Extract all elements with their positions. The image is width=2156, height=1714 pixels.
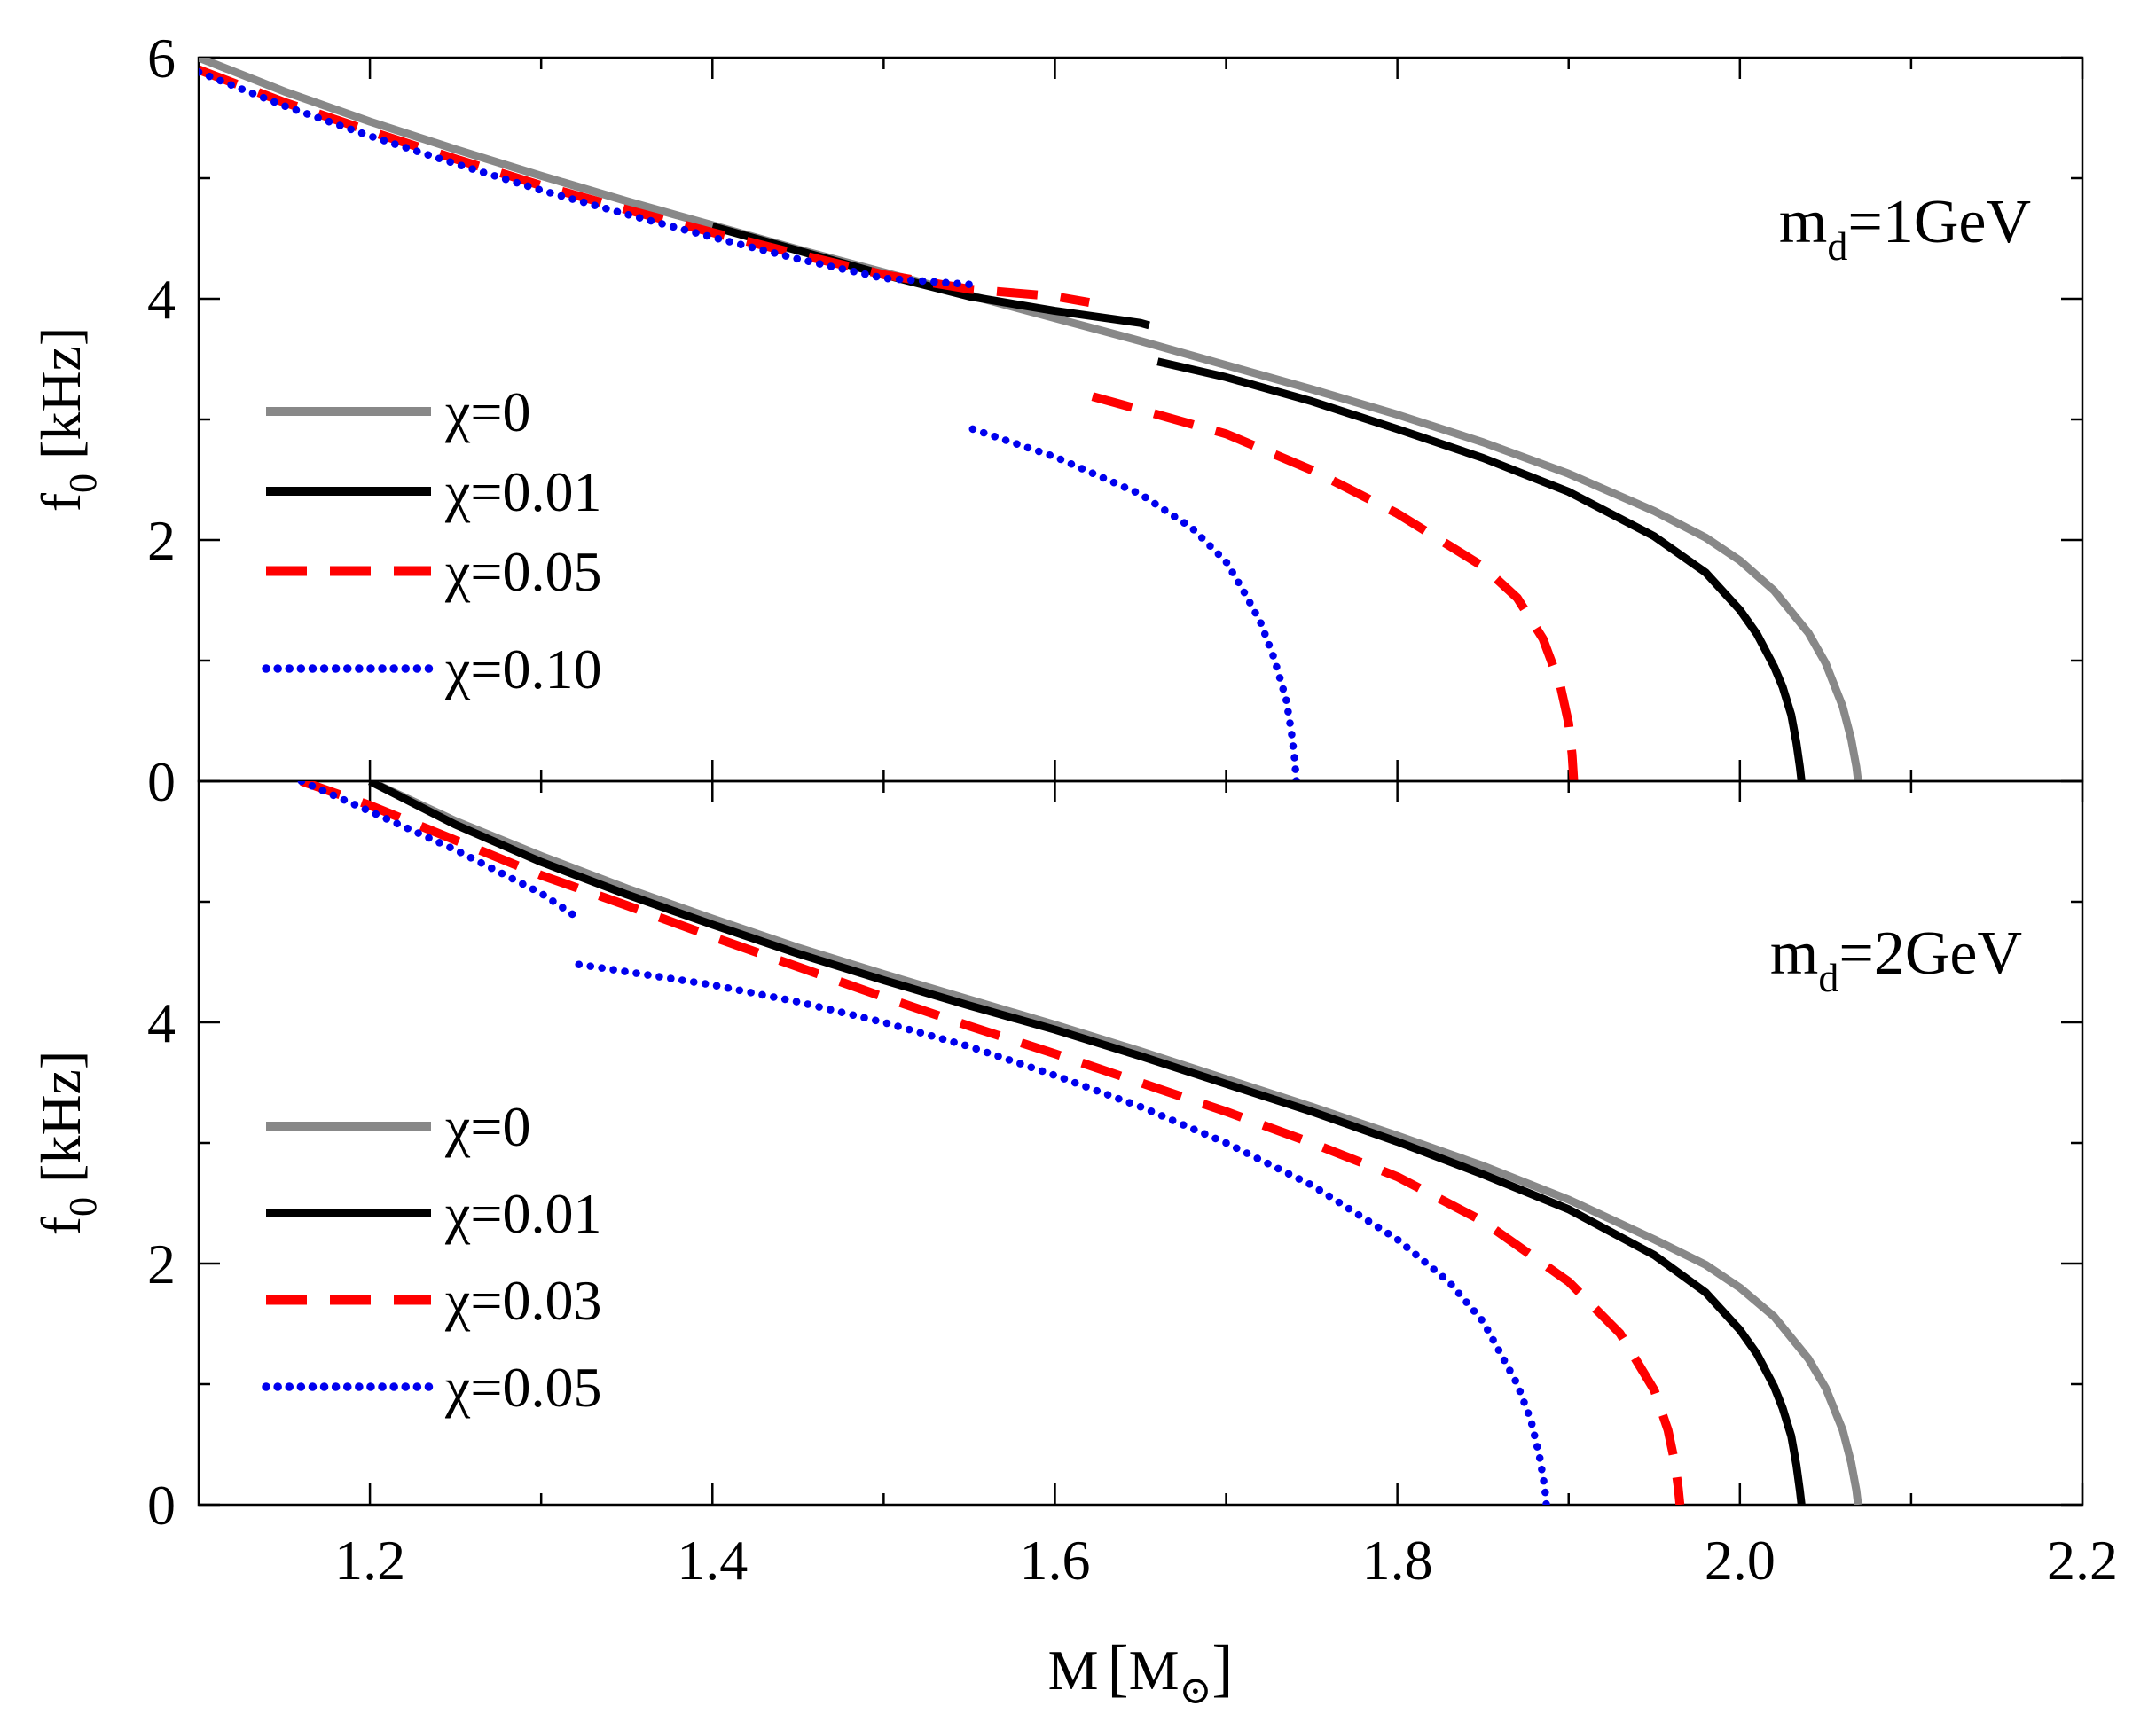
legend-label: χ=0.05 — [444, 1356, 602, 1419]
series-bottom — [297, 781, 1862, 1505]
series-line-solid — [1156, 357, 1806, 781]
y-tick-labels-bottom: 0 2 4 — [147, 991, 176, 1537]
legend-bottom: χ=0 χ=0.01 χ=0.03 χ=0.05 — [262, 1095, 602, 1419]
x-tick-label: 1.2 — [334, 1529, 405, 1592]
x-tick-label: 1.6 — [1019, 1529, 1090, 1592]
y-tick-label: 0 — [147, 750, 176, 813]
series-line-solid — [368, 781, 1862, 1505]
legend-label: χ=0.03 — [444, 1269, 602, 1332]
series-line-dashed — [1091, 392, 1579, 781]
y-tick-label: 6 — [147, 27, 176, 90]
y-tick-label: 4 — [147, 268, 176, 331]
legend-top: χ=0 χ=0.01 χ=0.05 χ=0.10 — [262, 380, 602, 700]
y-axis-title-top: f0 [kHz] — [29, 327, 105, 513]
y-tick-labels-top: 0 2 4 6 — [147, 27, 176, 813]
legend-label: χ=0.10 — [444, 638, 602, 700]
legend-label: χ=0 — [444, 380, 531, 443]
x-axis-title: M [M⊙] — [1048, 1632, 1234, 1712]
legend-label: χ=0.01 — [444, 460, 602, 523]
series-line-dotted — [575, 960, 1550, 1505]
x-tick-label: 2.0 — [1705, 1529, 1776, 1592]
series-top — [199, 58, 1862, 781]
series-line-dotted — [199, 68, 974, 288]
panel-md-2gev: 024 1.2 1.4 1.6 1.8 2.0 2.2 χ=0χ=0.01χ=0.03χ=… — [29, 779, 2118, 1712]
panel-label-top: md=1GeV — [1779, 188, 2031, 269]
panel-md-1gev: 0 2 4 6 χ=0 χ=0.01 χ=0.05 χ=0.10 md=1GeV f0 [k… — [29, 27, 2084, 813]
x-tick-label: 1.4 — [677, 1529, 748, 1592]
x-tick-labels: 1.2 1.4 1.6 1.8 2.0 2.2 — [334, 1529, 2118, 1592]
y-tick-label: 0 — [147, 1474, 176, 1537]
y-axis-title-bottom: f0 [kHz] — [29, 1051, 105, 1236]
tick-marks-bottom — [199, 779, 2084, 1507]
series-line-dashed — [199, 65, 1090, 308]
series-line-solid — [199, 58, 1862, 781]
tick-marks-top — [199, 56, 2084, 783]
series-line-dotted — [297, 781, 580, 920]
x-tick-label: 1.8 — [1362, 1529, 1433, 1592]
legend-label: χ=0 — [444, 1095, 531, 1158]
x-tick-label: 2.2 — [2047, 1529, 2118, 1592]
series-line-solid — [368, 781, 1806, 1505]
panel-label-bottom: md=2GeV — [1770, 920, 2022, 1000]
y-tick-label: 4 — [147, 991, 176, 1054]
legend-label: χ=0.05 — [444, 540, 602, 603]
series-line-solid — [711, 223, 1150, 330]
legend-label: χ=0.01 — [444, 1182, 602, 1245]
y-tick-label: 2 — [147, 1233, 176, 1295]
series-line-dotted — [968, 425, 1300, 781]
y-tick-label: 2 — [147, 509, 176, 572]
